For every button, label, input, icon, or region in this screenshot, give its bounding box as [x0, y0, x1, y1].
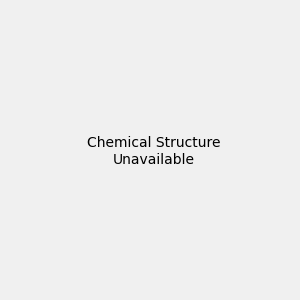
Text: Chemical Structure
Unavailable: Chemical Structure Unavailable: [87, 136, 220, 166]
